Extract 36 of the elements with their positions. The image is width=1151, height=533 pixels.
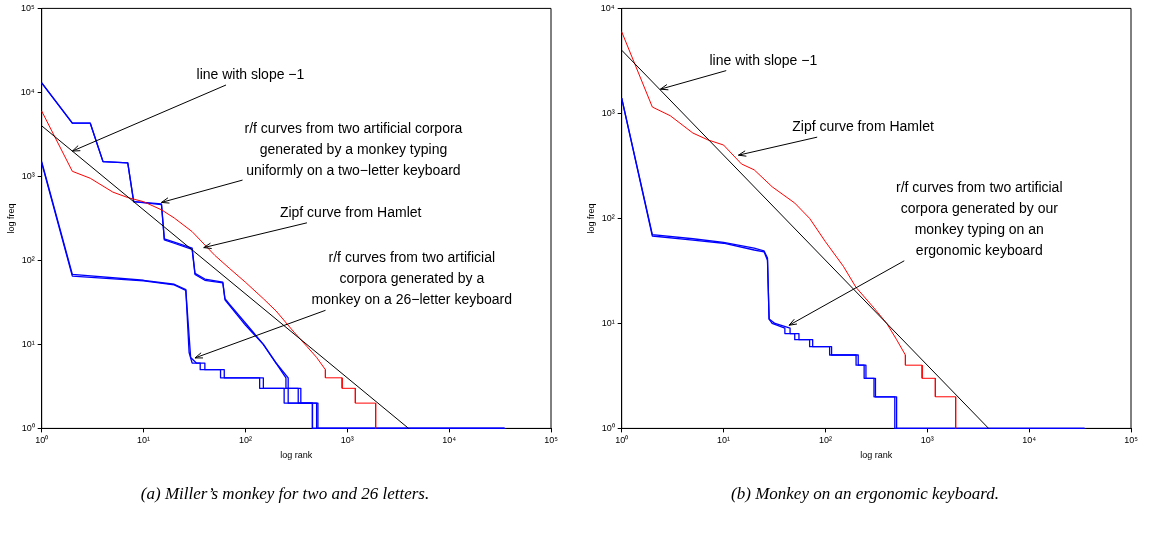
x-tick-label: 10¹ [137,435,151,446]
x-axis-title: log rank [860,450,893,461]
text: (a) Miller’s monkey for two and 26 letters. [140,484,430,504]
y-tick-label: 10³ [21,170,35,181]
x-tick-label: 10³ [340,435,354,446]
annotation: Zipf curve from Hamlet [792,118,934,135]
y-axis-title: log freq [585,203,596,234]
y-tick-label: 10⁴ [600,2,615,13]
annotation: line with slope −1 [196,65,305,82]
y-tick-label: 10⁵ [20,2,35,13]
y-tick-label: 10³ [601,107,615,118]
y-tick-label: 10² [601,212,615,223]
x-tick-label: 10⁴ [442,435,457,446]
x-axis-title: log rank [280,450,313,461]
x-tick-label: 10² [818,435,832,446]
annotation: line with slope −1 [709,51,818,68]
x-tick-label: 10¹ [717,435,731,446]
y-tick-label: 10⁴ [20,86,35,97]
y-tick-label: 10⁰ [21,422,35,433]
annotation: r/f curves from two artificial corpora generated by a monkey on a 26−letter keyboard [311,249,512,308]
x-tick-label: 10³ [920,435,934,446]
annotation: r/f curves from two artificial corpora generated by a monkey typing uniformly on a two−letter keyboard [244,120,463,179]
x-tick-label: 10⁵ [544,435,559,446]
x-tick-label: 10² [238,435,252,446]
annotation: r/f curves from two artificial corpora generated by our monkey typing on an ergonomic keyboard [896,178,1063,258]
y-tick-label: 10² [21,254,35,265]
x-tick-label: 10⁴ [1022,435,1037,446]
annotation: Zipf curve from Hamlet [279,203,422,220]
x-tick-label: 10⁵ [1124,435,1139,446]
text: (b) Monkey on an ergonomic keyboard. [731,484,999,504]
y-tick-label: 10¹ [601,317,615,328]
x-tick-label: 10⁰ [35,435,49,446]
x-tick-label: 10⁰ [615,435,629,446]
y-axis-title: log freq [5,203,16,234]
y-tick-label: 10⁰ [601,422,615,433]
y-tick-label: 10¹ [21,338,35,349]
